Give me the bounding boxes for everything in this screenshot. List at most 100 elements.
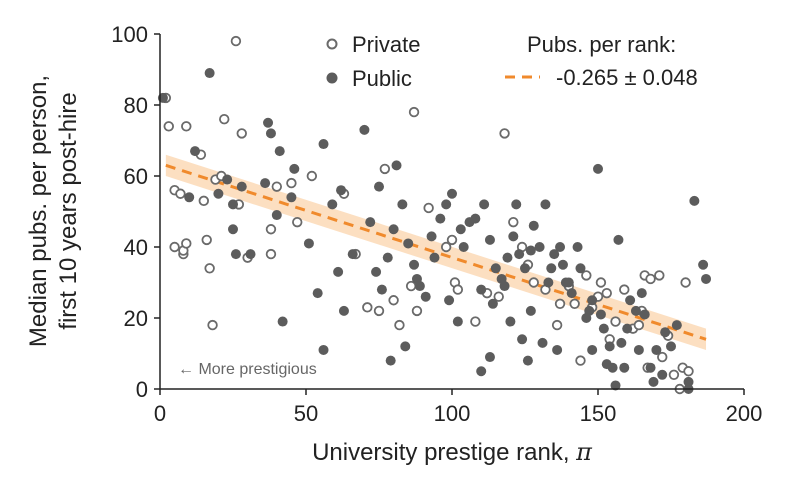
public-point	[476, 284, 487, 295]
legend-public-label: Public	[352, 66, 412, 91]
public-point	[657, 369, 668, 380]
private-point	[181, 121, 192, 132]
public-point	[484, 352, 495, 363]
private-point	[265, 224, 277, 235]
private-point	[452, 284, 464, 295]
public-point	[327, 199, 338, 210]
legend-fit-label: -0.265 ± 0.048	[556, 65, 698, 90]
private-point	[657, 351, 668, 363]
public-point	[490, 263, 501, 274]
public-point	[613, 234, 624, 245]
public-point	[228, 224, 238, 235]
public-point	[245, 249, 256, 260]
public-point	[633, 344, 644, 355]
public-point	[435, 213, 446, 224]
public-point	[359, 124, 370, 135]
public-point	[476, 366, 487, 377]
legend-private-label: Private	[352, 32, 420, 57]
x-tick-label: 150	[580, 401, 617, 426]
private-point	[528, 277, 539, 288]
public-point	[204, 68, 215, 79]
public-point	[689, 195, 700, 206]
public-point	[470, 213, 481, 224]
private-point	[236, 128, 247, 139]
private-point	[411, 305, 423, 317]
public-point	[487, 298, 498, 309]
private-point	[493, 291, 504, 302]
public-point	[397, 199, 408, 210]
public-point	[619, 362, 630, 373]
public-point	[604, 341, 615, 352]
public-point	[312, 288, 323, 299]
private-point	[569, 298, 580, 310]
public-point	[318, 344, 329, 355]
public-point	[286, 192, 297, 203]
public-point	[318, 139, 329, 150]
public-point	[648, 376, 659, 387]
private-point	[408, 106, 420, 118]
public-point	[525, 245, 536, 256]
public-point	[388, 224, 399, 235]
public-point	[511, 199, 522, 210]
public-point	[391, 160, 402, 171]
public-point	[537, 337, 548, 348]
public-point	[260, 178, 271, 189]
public-point	[447, 188, 457, 199]
private-point	[595, 277, 607, 288]
public-point	[528, 220, 539, 231]
public-point	[625, 295, 636, 306]
public-point	[666, 341, 676, 352]
private-point	[654, 270, 665, 281]
public-point	[429, 252, 440, 263]
private-point	[610, 316, 621, 327]
private-point	[633, 319, 645, 331]
private-point	[230, 35, 242, 47]
public-point	[622, 323, 633, 334]
x-axis-title: University prestige rank, π	[312, 438, 593, 466]
public-point	[651, 344, 662, 355]
public-point	[444, 295, 455, 306]
y-axis-title-line2: first 10 years post-hire	[55, 92, 82, 329]
public-point	[303, 238, 314, 249]
more-prestigious-annotation: ← More prestigious	[178, 361, 317, 378]
public-point	[575, 263, 586, 274]
private-point	[181, 238, 192, 249]
y-tick-label: 100	[111, 22, 148, 47]
public-point	[683, 376, 694, 387]
public-point	[184, 192, 195, 203]
public-point	[660, 327, 671, 338]
legend: Private Public Pubs. per rank: -0.265 ± …	[326, 32, 698, 91]
public-point	[414, 281, 425, 292]
public-point	[400, 341, 411, 352]
public-point	[336, 185, 347, 196]
public-point	[441, 199, 452, 210]
private-point	[581, 270, 592, 281]
public-point	[289, 163, 300, 174]
public-point	[228, 199, 238, 210]
private-point	[286, 177, 297, 189]
public-point	[274, 146, 285, 157]
public-point	[277, 316, 288, 327]
public-point	[587, 295, 598, 306]
public-point	[420, 291, 431, 302]
legend-public-marker	[326, 72, 338, 84]
public-point	[540, 199, 551, 210]
public-point	[607, 362, 618, 373]
private-point	[601, 287, 612, 299]
public-point	[595, 309, 606, 320]
public-point	[546, 263, 557, 274]
public-point	[616, 337, 627, 348]
public-point	[371, 266, 382, 277]
public-point	[190, 146, 201, 157]
private-point	[362, 302, 373, 313]
public-point	[566, 288, 577, 299]
public-point	[563, 277, 574, 288]
private-point	[440, 241, 452, 253]
public-point	[517, 334, 528, 345]
y-tick-label: 0	[136, 377, 148, 402]
public-point	[382, 252, 393, 263]
public-point	[534, 242, 545, 252]
public-point	[543, 277, 554, 288]
public-point	[587, 344, 598, 355]
